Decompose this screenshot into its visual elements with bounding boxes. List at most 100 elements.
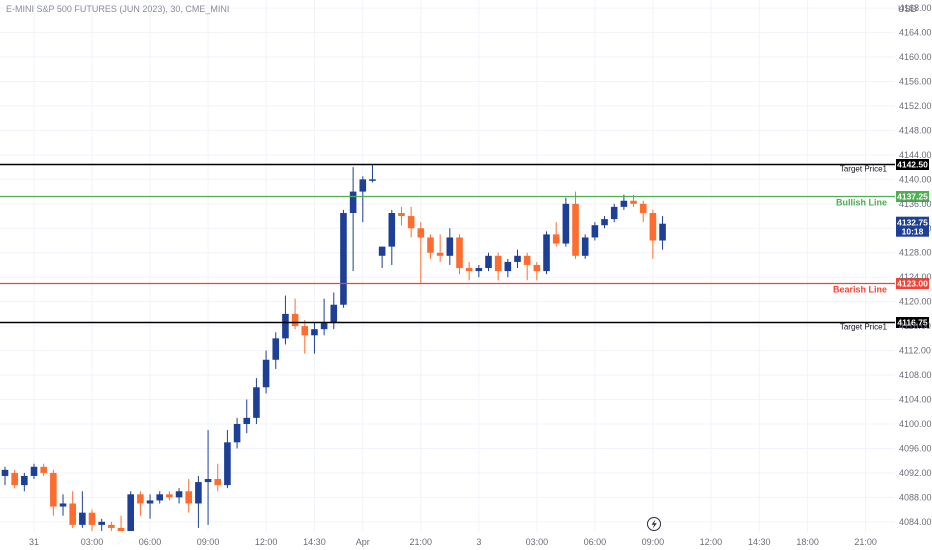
y-tick-label: 4112.00: [899, 346, 931, 356]
candle-body: [601, 219, 608, 226]
candle-body: [214, 479, 222, 486]
candle-body: [388, 212, 396, 247]
level-bearish-line[interactable]: 4123.00 Bearish Line: [0, 278, 929, 295]
candle: [378, 246, 386, 269]
candle-body: [369, 179, 376, 181]
level-badge: [896, 191, 929, 202]
y-tick-label: 4104.00: [899, 395, 932, 405]
candle: [69, 491, 76, 528]
candle-body: [185, 491, 193, 504]
countdown-text: 10:18: [902, 227, 924, 237]
y-tick-label: 4084.00: [899, 517, 932, 527]
candle-body: [311, 329, 318, 336]
level-bullish-line[interactable]: 4137.25 Bullish Line: [0, 191, 929, 208]
candle-body: [330, 304, 338, 324]
level-target-price1[interactable]: 4116.75 Target Price1: [0, 317, 929, 332]
candle-body: [465, 268, 473, 272]
candle: [465, 261, 473, 281]
candle: [340, 209, 347, 308]
candle: [243, 399, 251, 434]
y-tick-label: 4092.00: [899, 468, 932, 478]
candle-body: [1, 469, 9, 476]
candle-body: [543, 234, 550, 272]
candle-body: [378, 246, 386, 256]
candle-body: [137, 494, 144, 504]
y-tick-label: 4160.00: [899, 52, 932, 62]
candle-body: [533, 264, 541, 272]
candle-body: [620, 200, 628, 207]
candle-body: [494, 255, 502, 272]
candle: [98, 518, 105, 531]
y-axis[interactable]: 4084.00 4088.00 4092.00 4096.00 4100.00 4104.…: [896, 3, 932, 527]
candle: [494, 252, 502, 281]
candle: [485, 252, 492, 272]
y-tick-label: 4116.00: [899, 321, 931, 331]
y-tick-label: 4140.00: [899, 174, 932, 184]
candle-body: [156, 494, 164, 501]
candle: [659, 216, 666, 250]
candle-body: [224, 442, 231, 486]
candle-body: [21, 475, 28, 486]
candles: [1, 164, 666, 531]
candle-body: [407, 216, 415, 229]
lightning-icon[interactable]: [647, 517, 661, 531]
x-tick-label: 3: [476, 537, 481, 547]
x-axis[interactable]: 31 03:00 06:00 09:00 12:00 14:30 Apr 21:00 3 03:0…: [29, 537, 877, 547]
candle-body: [79, 512, 86, 525]
candle-body: [581, 237, 589, 256]
y-tick-label: 4168.00: [899, 3, 932, 13]
y-tick-label: 4108.00: [899, 370, 932, 380]
candle: [359, 176, 367, 223]
candle-body: [195, 482, 202, 504]
candle-body: [649, 212, 657, 241]
candle: [388, 209, 396, 265]
level-target-price1[interactable]: 4142.50 Target Price1: [0, 159, 929, 174]
level-badge: [896, 317, 929, 328]
candle: [137, 491, 144, 516]
candle-body: [572, 203, 579, 256]
candle: [214, 463, 222, 492]
candle-body: [98, 521, 105, 525]
candle: [195, 475, 202, 528]
candle-body: [562, 203, 570, 244]
y-tick-label: 4096.00: [899, 443, 932, 453]
candle-body: [349, 191, 357, 213]
candle: [523, 252, 531, 281]
candle-body: [253, 387, 260, 418]
candle: [282, 295, 289, 345]
x-tick-label: 09:00: [642, 537, 665, 547]
y-tick-label: 4120.00: [899, 297, 932, 307]
candle-body: [504, 261, 512, 272]
x-tick-label: 18:00: [796, 537, 819, 547]
candle: [40, 463, 47, 476]
candle: [514, 249, 521, 269]
x-tick-label: 06:00: [139, 537, 162, 547]
level-badge-text: 4123.00: [897, 279, 928, 289]
x-tick-label: 03:00: [81, 537, 104, 547]
x-tick-label: 14:30: [303, 537, 326, 547]
level-label: Bearish Line: [833, 285, 887, 295]
candle-body: [659, 223, 666, 241]
candle: [349, 167, 357, 272]
currency-label: USD: [898, 4, 918, 14]
candle-body: [552, 234, 560, 244]
candle-body: [117, 527, 125, 531]
candle: [30, 463, 38, 480]
chart-title: E-MINI S&P 500 FUTURES (JUN 2023), 30, C…: [6, 4, 229, 14]
candle-body: [446, 237, 454, 256]
y-tick-label: 4136.00: [899, 199, 932, 209]
candle-body: [427, 237, 434, 253]
candle-body: [417, 228, 425, 238]
last-price-badge-bg: [896, 216, 929, 237]
candle-body: [30, 466, 38, 476]
x-tick-label: Apr: [356, 537, 370, 547]
level-badge-text: 4142.50: [897, 160, 928, 170]
candle-body: [320, 323, 328, 330]
candle: [427, 234, 434, 259]
candle: [436, 234, 444, 262]
candle-body: [301, 326, 309, 336]
